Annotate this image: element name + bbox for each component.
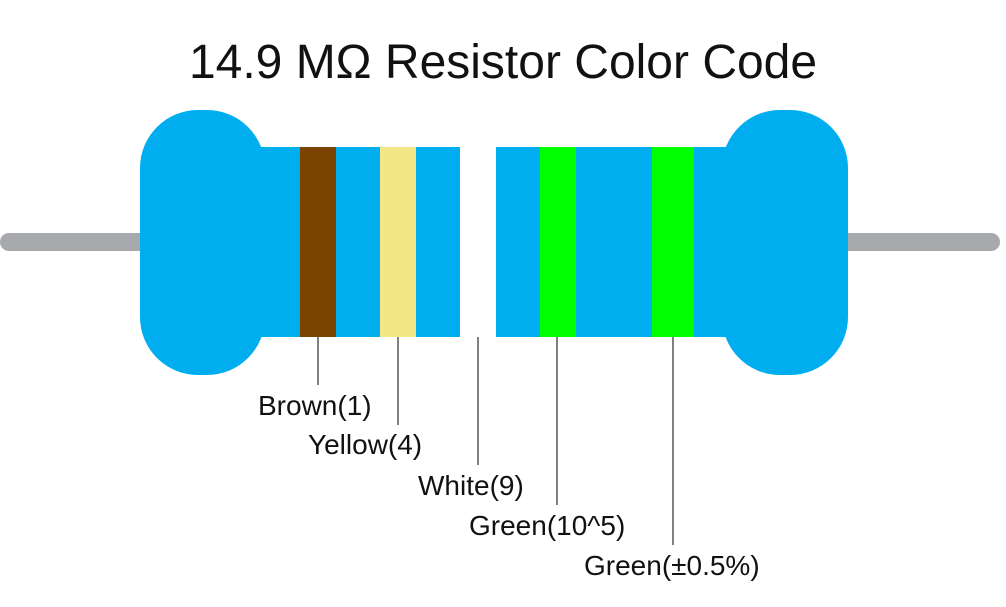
band-label: Brown(1) [258, 390, 372, 421]
band-white [460, 147, 496, 337]
band-green [540, 147, 576, 337]
band-label: White(9) [418, 470, 524, 501]
band-label: Yellow(4) [308, 429, 422, 460]
band-yellow [380, 147, 416, 337]
band-label: Green(±0.5%) [584, 550, 760, 581]
body-end-left [140, 110, 265, 375]
body-end-right [722, 110, 848, 375]
band-label: Green(10^5) [469, 510, 625, 541]
title: 14.9 MΩ Resistor Color Code [189, 36, 817, 89]
band-brown [300, 147, 336, 337]
band-green-tolerance [652, 147, 694, 337]
